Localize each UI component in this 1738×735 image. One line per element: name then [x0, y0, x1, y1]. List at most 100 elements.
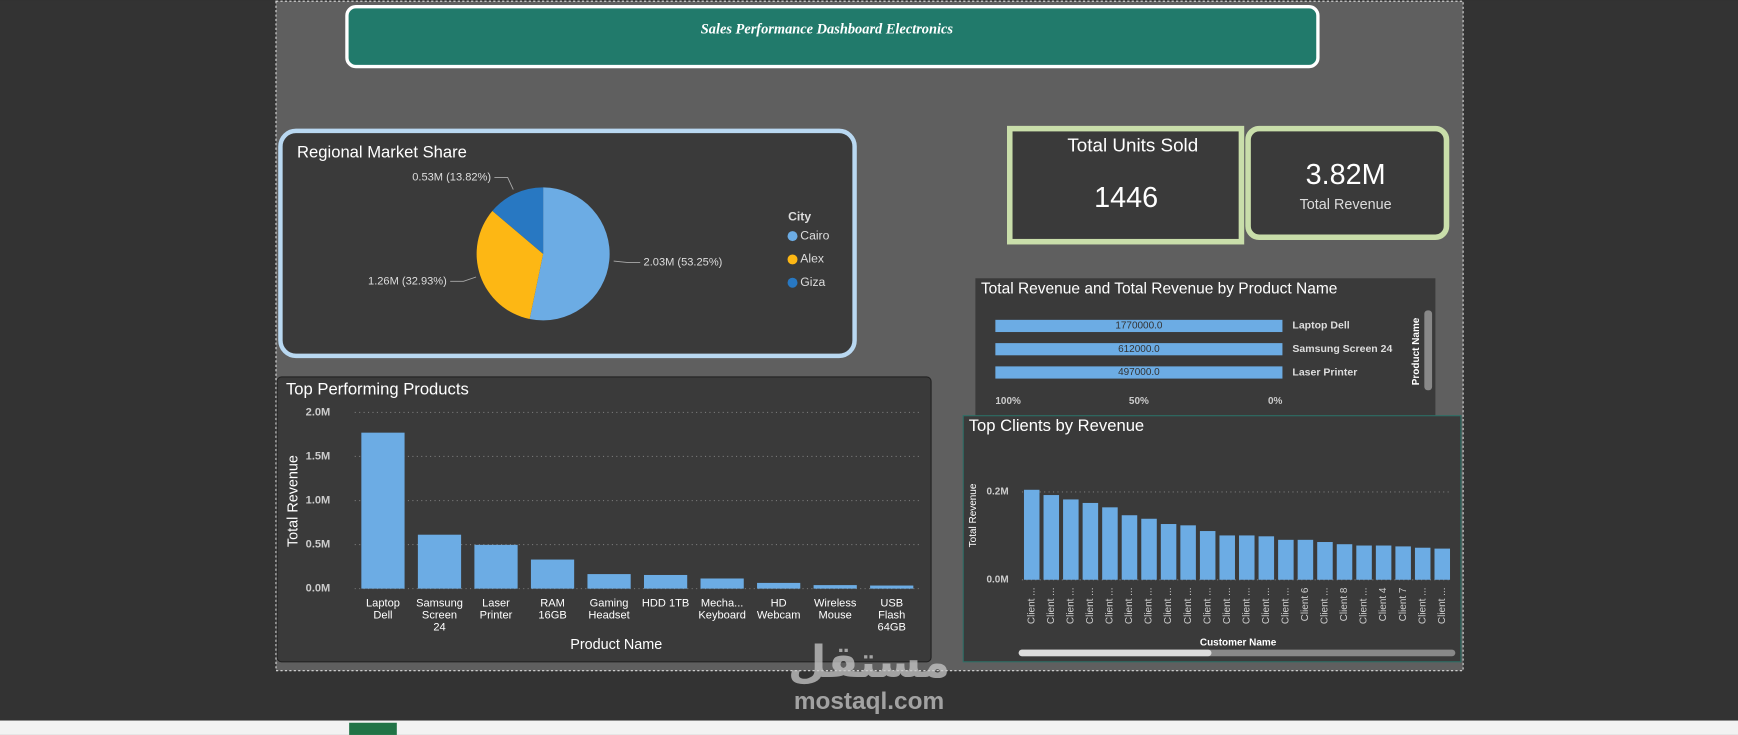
- x-tick-label-box: Samsung Screen 24: [416, 597, 463, 635]
- x-tick-label: Client ...: [1105, 588, 1116, 625]
- legend-title: City: [788, 210, 811, 224]
- x-tick-label: Client ...: [1241, 588, 1252, 625]
- tab-strip: [0, 720, 1738, 735]
- x-tick-label: Client ...: [1359, 588, 1370, 625]
- x-tick-label-box: Laser Printer: [479, 597, 513, 622]
- legend-label: Giza: [800, 275, 825, 289]
- bar: [1180, 525, 1196, 580]
- bar: [1121, 515, 1138, 580]
- bar: [813, 585, 857, 589]
- y-axis-title: Product Name: [1411, 317, 1422, 385]
- bar: [1199, 531, 1216, 580]
- bar: [1063, 499, 1079, 580]
- kpi-value: 3.82M: [1306, 159, 1386, 191]
- bar: [1434, 548, 1451, 580]
- scrollbar[interactable]: [1424, 310, 1433, 391]
- data-label: 497000.0: [1118, 367, 1160, 378]
- x-tick-label-box: HDD 1TB: [642, 597, 689, 609]
- y-tick-label: Samsung Screen 24: [1292, 343, 1392, 355]
- x-tick-label: 50%: [1129, 396, 1149, 407]
- legend-label: Cairo: [800, 228, 829, 242]
- products-card: [276, 376, 932, 663]
- y-tick-label: Laser Printer: [1292, 366, 1357, 378]
- x-tick-label-box: Gaming Headset: [588, 597, 629, 621]
- x-tick-label: Client ...: [1046, 588, 1057, 625]
- bar: [995, 366, 1283, 379]
- leader-line: [494, 177, 514, 190]
- y-tick-label: Laptop Dell: [1292, 320, 1349, 332]
- x-tick-label: Samsung Screen 24: [416, 597, 463, 635]
- kpi-card: [1006, 125, 1245, 245]
- bar: [995, 319, 1283, 333]
- bar: [870, 585, 914, 589]
- legend-label: Alex: [800, 252, 824, 266]
- x-axis-title: Customer Name: [1200, 638, 1277, 649]
- bar: [1336, 544, 1353, 580]
- leader-line: [450, 276, 477, 282]
- bar: [1239, 535, 1255, 580]
- x-axis-title: Product Name: [570, 637, 662, 653]
- legend-swatch: [787, 254, 798, 265]
- bar: [417, 534, 462, 589]
- active-tab: [349, 722, 397, 735]
- dashboard-title: Sales Performance Dashboard Electronics: [701, 21, 954, 37]
- data-label: 1.26M (32.93%): [368, 275, 447, 287]
- y-tick-label: 0.2M: [986, 487, 1008, 498]
- bar: [587, 574, 631, 589]
- bar: [1043, 495, 1060, 580]
- x-tick-label: Client ...: [1026, 588, 1037, 625]
- x-tick-label: Client ...: [1202, 588, 1213, 625]
- x-tick-label: Client ...: [1183, 588, 1194, 625]
- x-tick-label: USB Flash 64GB: [877, 597, 906, 635]
- scrollbar-thumb[interactable]: [1018, 649, 1212, 657]
- pie-slice: [529, 187, 610, 321]
- bar: [1102, 507, 1118, 580]
- x-tick-label: Laser Printer: [479, 597, 513, 622]
- bar: [1141, 518, 1157, 580]
- x-tick-label: 0%: [1268, 396, 1283, 407]
- x-tick-label: Client 6: [1300, 587, 1311, 621]
- bar: [1258, 536, 1275, 580]
- x-tick-label-box: Mecha... Keyboard: [698, 597, 746, 622]
- legend-swatch: [787, 231, 798, 242]
- y-tick-label: 0.0M: [986, 574, 1008, 585]
- pie-slice: [476, 210, 544, 320]
- kpi-label: Total Revenue: [1300, 197, 1392, 213]
- kpi-value: 1446: [1094, 182, 1158, 214]
- bar: [1375, 545, 1392, 580]
- bar: [1297, 539, 1314, 580]
- x-tick-label: Client ...: [1222, 588, 1233, 625]
- x-tick-label: Client ...: [1281, 588, 1292, 625]
- data-label: 0.53M (13.82%): [412, 171, 491, 183]
- kpi-card: [1245, 125, 1450, 241]
- x-tick-label: Mecha... Keyboard: [698, 597, 746, 622]
- x-tick-label-box: RAM 16GB: [538, 597, 567, 622]
- chart-title: Top Performing Products: [286, 380, 469, 399]
- bar: [1160, 524, 1177, 580]
- x-tick-label: Laptop Dell: [366, 597, 400, 622]
- x-tick-label: Client 4: [1378, 587, 1389, 621]
- x-tick-label: Client ...: [1437, 588, 1448, 625]
- y-tick-label: 1.0M: [306, 494, 331, 506]
- bar: [700, 578, 744, 589]
- bar: [361, 432, 405, 589]
- x-tick-label-box: Wireless Mouse: [814, 597, 857, 621]
- y-tick-label: 2.0M: [306, 406, 331, 418]
- legend-swatch: [787, 277, 798, 288]
- bar: [1414, 547, 1431, 580]
- x-tick-label: Client ...: [1261, 588, 1272, 625]
- x-tick-label: RAM 16GB: [538, 597, 567, 622]
- data-label: 1770000.0: [1115, 321, 1163, 332]
- bar: [474, 544, 518, 589]
- y-tick-label: 0.5M: [306, 538, 331, 550]
- watermark-site: mostaql.com: [794, 688, 944, 715]
- bar: [1219, 535, 1235, 580]
- bar: [643, 574, 688, 589]
- y-tick-label: 0.0M: [306, 583, 331, 595]
- x-tick-label: Client ...: [1320, 588, 1331, 625]
- data-label: 2.03M (53.25%): [644, 256, 723, 268]
- x-tick-label: 100%: [995, 396, 1021, 407]
- x-tick-label: Client ...: [1144, 588, 1155, 625]
- bar: [1395, 546, 1411, 580]
- bar: [995, 343, 1283, 356]
